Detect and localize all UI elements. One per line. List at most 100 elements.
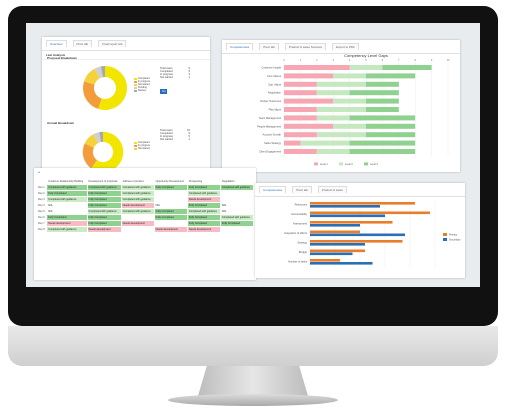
monitor-stand-neck: [198, 366, 308, 396]
bar-segment: [366, 98, 399, 104]
section-title: Last Analysis: [42, 51, 210, 60]
expand-icon[interactable]: ◂: [38, 170, 40, 174]
category-label: Budget: [299, 250, 308, 254]
bar-segment: [366, 73, 416, 79]
legend-label: Level 1: [320, 163, 328, 166]
annual-donut-chart: [82, 131, 124, 173]
tab-competencies[interactable]: Competencies: [226, 43, 254, 50]
competency-panel: Competencies Pivot tab Product & sales S…: [222, 40, 460, 172]
tab-export-pdf[interactable]: Export to PDF: [332, 43, 359, 50]
bar: [310, 259, 340, 262]
table-row[interactable]: Rep 1 Completed with guidance Completed wi…: [35, 184, 255, 191]
bar: [310, 233, 405, 237]
chart1-fields: Total users 9 Completed 5 In progress 3 Not…: [160, 67, 190, 94]
x-tick-label: 0: [283, 59, 285, 62]
donut-slice: [93, 132, 102, 144]
table-cell: Needs development: [186, 226, 221, 233]
donut-slice: [91, 131, 124, 173]
bar-segment: [284, 140, 301, 146]
legend-swatch: [443, 238, 447, 241]
category-label: Team Management: [259, 116, 281, 120]
right-panel-tabs: Competencies Pivot tab Product & sales S…: [222, 40, 460, 54]
legend-item: Pending: [134, 86, 150, 89]
x-tick-label: 8: [415, 59, 417, 62]
category-label: Sales Strategy: [264, 141, 282, 145]
tab-product-sales[interactable]: Product & sales: [317, 186, 347, 193]
bar-segment: [333, 73, 366, 79]
x-tick-label: 7: [398, 59, 400, 62]
donut-slice: [100, 66, 105, 78]
bar-segment: [333, 98, 366, 104]
bar-segment: [349, 140, 416, 146]
bottom-right-tabs: Competencies Pivot tab Product & sales: [255, 183, 465, 197]
tab-overview[interactable]: Overview: [46, 40, 67, 47]
table-cell: Needs development: [86, 226, 122, 233]
bar: [310, 205, 380, 208]
category-label: Opp. Mgmt: [268, 82, 281, 86]
bar: [310, 252, 353, 256]
legend-swatch: [339, 162, 343, 166]
bar-segment: [366, 123, 416, 129]
tab-pivot[interactable]: Pivot tab: [72, 40, 93, 47]
bar-segment: [284, 65, 350, 70]
category-label: Strategy: [297, 241, 307, 245]
bar-segment: [349, 115, 416, 121]
legend-label: Level 2: [345, 163, 353, 166]
tab-product-sales[interactable]: Product & sales Success: [284, 43, 327, 50]
competency-table: Customer Relationship Building Developmen…: [35, 178, 255, 233]
x-tick-label: 5: [365, 59, 367, 62]
bar: [310, 221, 393, 224]
go-button[interactable]: Go: [160, 89, 168, 94]
bar-chart-panel: Competencies Pivot tab Product & sales R…: [255, 183, 465, 278]
table-row[interactable]: Rep 8 Completed with guidance Needs develo…: [35, 226, 255, 233]
bar-segment: [284, 149, 317, 154]
legend-item: Completed: [134, 77, 150, 80]
tab-final-report[interactable]: Final report tab: [98, 40, 127, 47]
table-row[interactable]: Rep 6 Fully Completed Fully Completed Fully…: [35, 214, 255, 221]
x-tick-label: 1: [300, 59, 302, 62]
tab-competencies[interactable]: Competencies: [259, 186, 287, 193]
bar-segment: [316, 81, 366, 87]
bar-segment: [366, 132, 416, 138]
category-label: Plan Mgmt: [269, 108, 282, 112]
category-label: People Management: [257, 124, 281, 128]
proposal-donut-chart: [83, 66, 127, 110]
bar-segment: [333, 123, 366, 129]
legend-item: In progress: [134, 144, 150, 147]
competency-table-panel: ◂ Customer Relationship Building Developm…: [34, 168, 256, 280]
donut-slice: [82, 143, 98, 169]
bar: [310, 214, 385, 218]
bar-segment: [284, 115, 317, 121]
table-row[interactable]: Rep 2 Fully Completed Fully Completed Compl…: [35, 190, 255, 197]
table-header-row: Customer Relationship Building Developmen…: [35, 178, 255, 185]
category-label: Account Growth: [263, 133, 282, 137]
table-cell: [219, 226, 255, 233]
tab-pivot[interactable]: Pivot tab: [292, 186, 312, 193]
x-tick-label: 4: [349, 59, 351, 62]
bar: [310, 230, 360, 234]
bar-segment: [382, 65, 432, 70]
donut-slice: [84, 134, 99, 148]
legend-item: Review: [134, 89, 150, 92]
bar-segment: [284, 81, 317, 87]
table-cell: Needs development: [153, 226, 188, 233]
monitor-stand-base: [168, 394, 338, 406]
bar-segment: [316, 149, 350, 154]
legend-swatch: [364, 162, 368, 166]
donut-slice: [94, 66, 103, 79]
category-label: Core Values: [267, 74, 282, 78]
x-tick-label: 2: [316, 59, 318, 62]
category-label: Client Engagement: [259, 150, 281, 154]
competency-gap-chart: Competency Level Gaps 0 1 2 3 4 5 6 7 8 9 10 Custome…: [257, 53, 450, 166]
bar: [310, 240, 403, 243]
x-tick-label: 6: [382, 59, 384, 62]
bar: [310, 202, 415, 205]
tab-pivot[interactable]: Pivot tab: [259, 43, 279, 50]
donut-slice: [99, 131, 103, 143]
bar-segment: [349, 90, 399, 96]
legend-swatch: [443, 233, 447, 236]
bar: [310, 211, 430, 215]
row-name: Rep 8: [35, 226, 48, 233]
category-label: Accountability: [291, 212, 308, 216]
bar: [310, 243, 365, 246]
